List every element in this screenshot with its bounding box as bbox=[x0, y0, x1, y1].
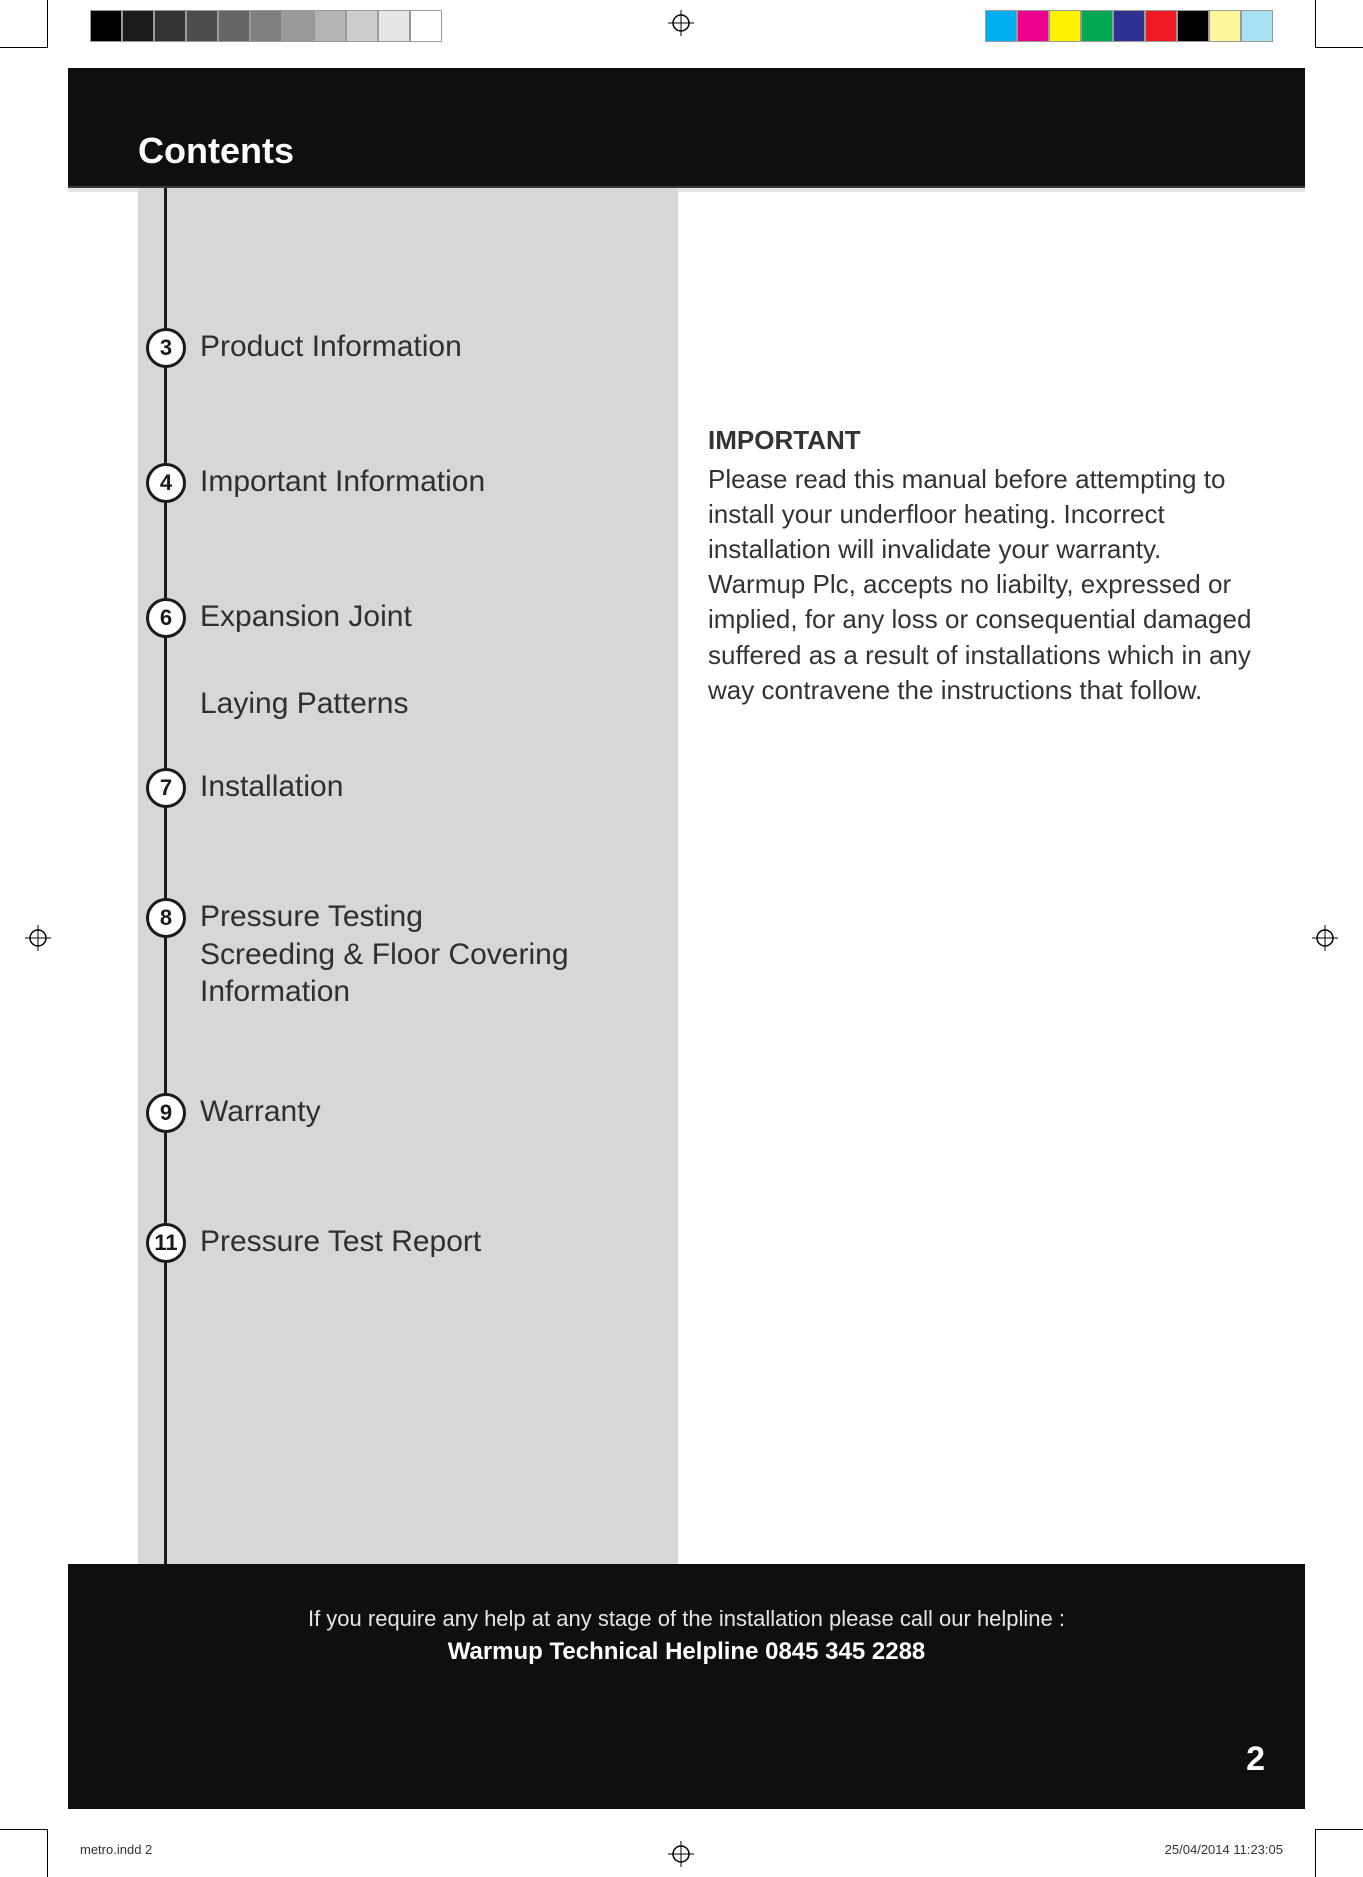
contents-column: 3 Product Information 4 Important Informati… bbox=[138, 188, 678, 1564]
swatch bbox=[1209, 10, 1241, 42]
toc-item: Laying Patterns bbox=[138, 685, 408, 723]
crop-mark bbox=[0, 1829, 48, 1830]
toc-item: 4 Important Information bbox=[138, 463, 485, 503]
contents-rule bbox=[164, 188, 167, 1564]
important-heading: IMPORTANT bbox=[708, 423, 1268, 458]
page-number: 2 bbox=[1246, 1740, 1265, 1779]
toc-item: 3 Product Information bbox=[138, 328, 462, 368]
toc-label: Pressure TestingScreeding & Floor Coveri… bbox=[200, 898, 640, 1011]
swatch bbox=[1017, 10, 1049, 42]
registration-mark-icon bbox=[668, 10, 694, 36]
swatch bbox=[985, 10, 1017, 42]
slug-line: metro.indd 2 25/04/2014 11:23:05 bbox=[80, 1842, 1283, 1857]
page-title: Contents bbox=[138, 130, 294, 172]
crop-mark bbox=[1315, 1829, 1363, 1830]
crop-mark bbox=[0, 47, 48, 48]
swatch bbox=[410, 10, 442, 42]
swatch bbox=[314, 10, 346, 42]
toc-item: 8 Pressure TestingScreeding & Floor Cover… bbox=[138, 898, 640, 1011]
registration-mark-icon bbox=[25, 925, 51, 951]
important-notice: IMPORTANT Please read this manual before… bbox=[708, 423, 1268, 708]
toc-label: Product Information bbox=[200, 328, 462, 366]
swatch bbox=[378, 10, 410, 42]
toc-page-bullet: 7 bbox=[146, 768, 186, 808]
toc-page-bullet: 9 bbox=[146, 1093, 186, 1133]
toc-page-bullet: 6 bbox=[146, 598, 186, 638]
crop-mark bbox=[1315, 0, 1316, 48]
swatch bbox=[250, 10, 282, 42]
swatch bbox=[122, 10, 154, 42]
toc-item: 11 Pressure Test Report bbox=[138, 1223, 481, 1263]
swatch bbox=[1177, 10, 1209, 42]
toc-label: Laying Patterns bbox=[200, 685, 408, 723]
swatch bbox=[218, 10, 250, 42]
page: Contents 3 Product Information 4 Important … bbox=[68, 68, 1295, 1809]
swatch bbox=[90, 10, 122, 42]
toc-page-bullet: 8 bbox=[146, 898, 186, 938]
footer-help-text: If you require any help at any stage of … bbox=[68, 1606, 1305, 1632]
toc-page-bullet: 11 bbox=[146, 1223, 186, 1263]
toc-label: Pressure Test Report bbox=[200, 1223, 481, 1261]
toc-item: 6 Expansion Joint bbox=[138, 598, 412, 638]
swatch bbox=[346, 10, 378, 42]
crop-mark bbox=[1315, 1829, 1316, 1877]
header-bar: Contents bbox=[68, 68, 1305, 188]
swatch bbox=[1145, 10, 1177, 42]
important-paragraph: Please read this manual before attemptin… bbox=[708, 462, 1268, 567]
toc-label: Warranty bbox=[200, 1093, 321, 1131]
toc-page-bullet: 3 bbox=[146, 328, 186, 368]
swatch bbox=[1241, 10, 1273, 42]
crop-mark bbox=[47, 0, 48, 48]
slug-file: metro.indd 2 bbox=[80, 1842, 152, 1857]
footer-bar: If you require any help at any stage of … bbox=[68, 1564, 1305, 1809]
swatch bbox=[186, 10, 218, 42]
swatch bbox=[282, 10, 314, 42]
footer-helpline: Warmup Technical Helpline 0845 345 2288 bbox=[68, 1638, 1305, 1666]
color-swatch-bar bbox=[985, 10, 1273, 42]
toc-label: Expansion Joint bbox=[200, 598, 412, 636]
toc-item: 7 Installation bbox=[138, 768, 343, 808]
important-paragraph: Warmup Plc, accepts no liabilty, express… bbox=[708, 567, 1268, 707]
slug-datetime: 25/04/2014 11:23:05 bbox=[1165, 1842, 1283, 1857]
toc-label: Installation bbox=[200, 768, 343, 806]
toc-item: 9 Warranty bbox=[138, 1093, 321, 1133]
swatch bbox=[154, 10, 186, 42]
toc-page-bullet: 4 bbox=[146, 463, 186, 503]
swatch bbox=[1113, 10, 1145, 42]
swatch bbox=[1049, 10, 1081, 42]
registration-mark-icon bbox=[1312, 925, 1338, 951]
important-body: Please read this manual before attemptin… bbox=[708, 462, 1268, 708]
toc-label: Important Information bbox=[200, 463, 485, 501]
grey-swatch-bar bbox=[90, 10, 442, 42]
crop-mark bbox=[47, 1829, 48, 1877]
crop-mark bbox=[1315, 47, 1363, 48]
swatch bbox=[1081, 10, 1113, 42]
